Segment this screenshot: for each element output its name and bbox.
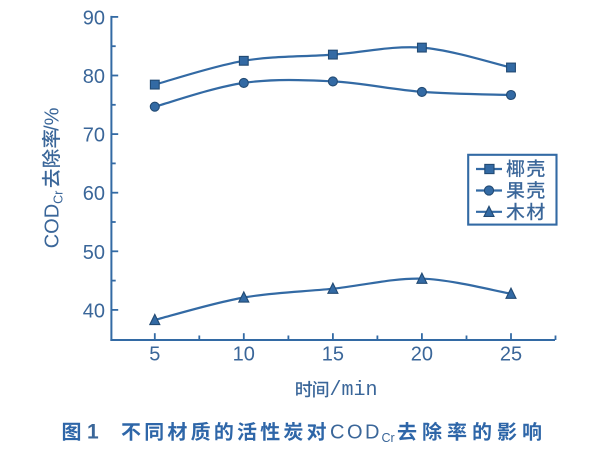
svg-text:5: 5 (149, 343, 160, 365)
svg-text:COD: COD (41, 204, 63, 248)
svg-text:80: 80 (83, 66, 105, 88)
svg-text:COD: COD (330, 422, 382, 444)
svg-text:90: 90 (83, 7, 105, 29)
svg-text:1: 1 (87, 421, 99, 444)
svg-text:25: 25 (500, 343, 522, 365)
svg-text:Cr: Cr (52, 191, 66, 204)
svg-text:20: 20 (411, 343, 433, 365)
svg-text:70: 70 (83, 125, 105, 147)
svg-text:Cr: Cr (382, 431, 395, 445)
svg-text:15: 15 (322, 343, 344, 365)
svg-text:40: 40 (83, 300, 105, 322)
svg-text:/%: /% (41, 107, 63, 131)
svg-text:50: 50 (83, 242, 105, 264)
svg-text:/min: /min (330, 379, 378, 402)
svg-text:60: 60 (83, 183, 105, 205)
svg-text:10: 10 (233, 343, 255, 365)
